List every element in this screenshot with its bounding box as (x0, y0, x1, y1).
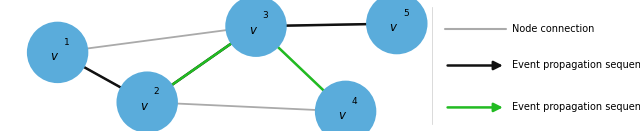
Text: Event propagation sequence 2: Event propagation sequence 2 (512, 102, 640, 112)
Text: 4: 4 (352, 97, 357, 106)
Text: Node connection: Node connection (512, 24, 595, 34)
Text: Event propagation sequence 1: Event propagation sequence 1 (512, 61, 640, 70)
Text: v: v (140, 100, 147, 113)
Ellipse shape (116, 71, 178, 131)
Ellipse shape (366, 0, 428, 54)
Text: 2: 2 (154, 87, 159, 96)
Text: 5: 5 (403, 9, 408, 18)
Text: 1: 1 (64, 38, 69, 47)
Text: v: v (249, 24, 255, 37)
Ellipse shape (225, 0, 287, 57)
Text: v: v (390, 21, 396, 34)
Ellipse shape (27, 22, 88, 83)
Text: v: v (51, 50, 57, 63)
Text: v: v (339, 109, 345, 122)
Ellipse shape (315, 81, 376, 131)
Text: 3: 3 (262, 11, 268, 20)
